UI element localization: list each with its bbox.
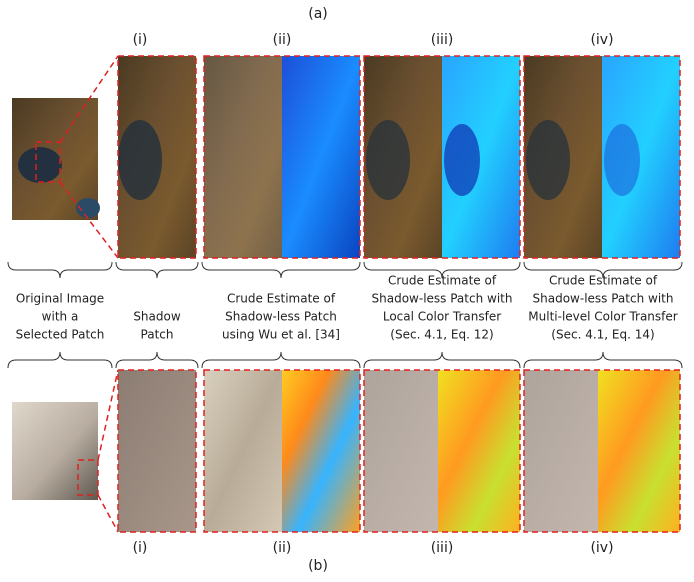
brace [8, 352, 112, 368]
caption-line: (Sec. 4.1, Eq. 12) [390, 328, 493, 342]
caption-line: Crude Estimate of [549, 274, 658, 288]
brace [202, 352, 360, 368]
figure: (a) (b) (i) (ii) (iii) (iv) (i) (ii) (iii) (iv)… [0, 0, 694, 578]
patch-left [364, 370, 438, 532]
connector [98, 370, 118, 460]
column-label: (i) [133, 540, 148, 556]
row-a-images [12, 56, 680, 258]
caption-line: Original Image [16, 292, 104, 306]
patch-left [204, 370, 282, 532]
caption-line: Shadow [133, 310, 181, 324]
caption-line: Selected Patch [16, 328, 105, 342]
image-detail [366, 120, 410, 200]
patch-left [204, 56, 282, 258]
brace [116, 262, 198, 278]
original-image [12, 402, 98, 500]
caption-line: Patch [141, 328, 174, 342]
brace [364, 352, 520, 368]
brace [8, 262, 112, 278]
column-label: (iii) [431, 32, 454, 48]
patch-right [598, 370, 680, 532]
caption-line: (Sec. 4.1, Eq. 14) [551, 328, 654, 342]
connector [98, 495, 118, 532]
caption-line: Multi-level Color Transfer [528, 310, 677, 324]
image-detail [444, 124, 480, 196]
brace [202, 262, 360, 278]
column-label: (iii) [431, 540, 454, 556]
caption-line: Local Color Transfer [383, 310, 501, 324]
patch-right [438, 370, 520, 532]
caption-line: Shadow-less Patch with [372, 292, 513, 306]
caption-line: with a [42, 310, 79, 324]
image-detail [18, 147, 62, 183]
column-label: (i) [133, 32, 148, 48]
brace [524, 352, 682, 368]
image-detail [526, 120, 570, 200]
patch-right [282, 370, 360, 532]
shadow-patch [118, 370, 196, 532]
patch-right [282, 56, 360, 258]
column-label: (iv) [590, 540, 613, 556]
caption-line: Crude Estimate of [388, 274, 497, 288]
image-detail [604, 124, 640, 196]
panel-label: (b) [308, 558, 328, 574]
panel-label: (a) [308, 6, 328, 22]
caption-line: Shadow-less Patch with [533, 292, 674, 306]
patch-left [524, 370, 598, 532]
column-label: (ii) [273, 540, 292, 556]
brace [116, 352, 198, 368]
caption-line: Crude Estimate of [227, 292, 336, 306]
column-label: (ii) [273, 32, 292, 48]
image-detail [118, 120, 162, 200]
caption-line: using Wu et al. [34] [222, 328, 340, 342]
column-label: (iv) [590, 32, 613, 48]
caption-line: Shadow-less Patch [225, 310, 337, 324]
row-b-images [12, 370, 680, 532]
